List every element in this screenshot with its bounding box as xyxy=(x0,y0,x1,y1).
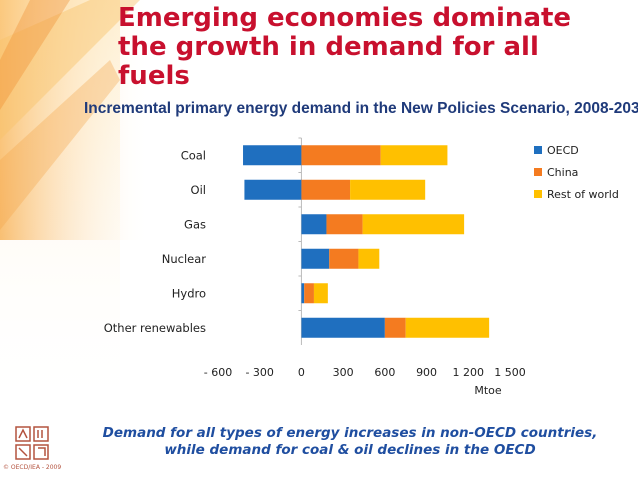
category-label: Oil xyxy=(191,183,206,197)
bar-china xyxy=(329,248,359,269)
bar-rest-of-world xyxy=(380,145,448,166)
bar-oecd xyxy=(301,283,305,304)
bar-rest-of-world xyxy=(405,317,490,338)
x-tick-label: 300 xyxy=(333,366,354,379)
bar-china xyxy=(301,179,351,200)
x-axis-label: Mtoe xyxy=(474,384,502,397)
bar-china xyxy=(304,283,314,304)
legend-swatch-rest-of-world xyxy=(534,190,542,198)
category-label: Other renewables xyxy=(104,321,206,335)
slide-title-line-3: fuels xyxy=(118,61,190,91)
bar-china xyxy=(301,145,381,166)
caption-line-2: while demand for coal & oil declines in … xyxy=(164,442,536,458)
x-tick-label: 1 200 xyxy=(453,366,485,379)
legend-swatch-oecd xyxy=(534,146,542,154)
bar-rest-of-world xyxy=(313,283,328,304)
slide-title-line-1: Emerging economies dominate xyxy=(118,3,572,33)
bar-china xyxy=(326,214,363,235)
category-label: Gas xyxy=(184,217,206,231)
bar-chart: Coal Oil Gas Nuclear Hydro Other renewables - … xyxy=(104,137,619,397)
x-tick-label: 1 500 xyxy=(494,366,526,379)
caption-line-1: Demand for all types of energy increases… xyxy=(102,425,598,441)
bar-oecd xyxy=(244,179,302,200)
chart-title: Incremental primary energy demand in the… xyxy=(84,100,638,117)
x-tick-label: 0 xyxy=(298,366,305,379)
legend-label: Rest of world xyxy=(547,188,619,201)
x-tick-label: 900 xyxy=(416,366,437,379)
bar-rest-of-world xyxy=(350,179,426,200)
x-tick-label: - 600 xyxy=(204,366,232,379)
legend-label: China xyxy=(547,166,578,179)
legend-swatch-china xyxy=(534,168,542,176)
bar-oecd xyxy=(243,145,302,166)
oecd-iea-logo xyxy=(14,424,50,462)
x-tick-label: - 300 xyxy=(245,366,273,379)
category-label: Coal xyxy=(181,148,206,162)
copyright: © OECD/IEA - 2009 xyxy=(3,464,62,471)
slide-title-line-2: the growth in demand for all xyxy=(118,32,539,62)
bar-oecd xyxy=(301,317,385,338)
category-label: Hydro xyxy=(172,286,206,300)
bar-oecd xyxy=(301,214,327,235)
category-label: Nuclear xyxy=(162,252,207,266)
x-tick-label: 600 xyxy=(374,366,395,379)
bar-rest-of-world xyxy=(358,248,380,269)
bar-oecd xyxy=(301,248,330,269)
caption: Demand for all types of energy increases… xyxy=(70,425,630,459)
bar-rest-of-world xyxy=(362,214,465,235)
legend-label: OECD xyxy=(547,144,579,157)
slide-title: Emerging economies dominate the growth i… xyxy=(118,4,628,91)
bar-china xyxy=(384,317,406,338)
